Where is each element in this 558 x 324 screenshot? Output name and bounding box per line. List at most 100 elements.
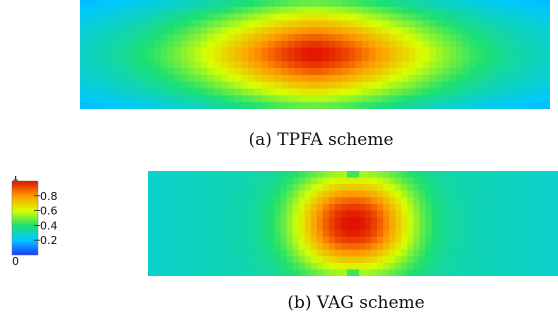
heatmap-cell [93, 6, 101, 15]
heatmap-cell [539, 256, 547, 264]
heatmap-cell [280, 190, 288, 198]
heatmap-cell [340, 230, 348, 238]
heatmap-cell [160, 256, 167, 264]
heatmap-cell [160, 184, 167, 192]
heatmap-cell [113, 88, 121, 96]
heatmap-cell [93, 54, 101, 62]
heatmap-cell [449, 249, 457, 257]
heatmap-cell [375, 74, 383, 83]
heatmap-cell [476, 68, 484, 76]
heatmap-cell [551, 269, 558, 276]
heatmap-cell [202, 269, 209, 276]
heatmap-cell [543, 13, 550, 22]
heatmap-cell [521, 171, 529, 179]
heatmap-cell [515, 177, 523, 185]
heatmap-cell [375, 34, 383, 42]
heatmap-cell [196, 210, 203, 218]
heatmap-cell [455, 184, 463, 192]
heatmap-cell [148, 171, 155, 179]
heatmap-cell [244, 236, 252, 244]
heatmap-cell [443, 184, 451, 192]
heatmap-cell [254, 54, 262, 62]
heatmap-cell [80, 6, 88, 15]
heatmap-cell [180, 95, 189, 103]
heatmap-cell [256, 203, 264, 211]
heatmap-cell [409, 95, 417, 103]
heatmap-cell [365, 269, 372, 276]
heatmap-cell [286, 216, 294, 225]
heatmap-cell [536, 20, 544, 28]
heatmap-cell [241, 47, 249, 56]
heatmap-cell [491, 216, 499, 225]
heatmap-cell [503, 256, 511, 264]
heatmap-cell [127, 20, 135, 28]
heatmap-cell [476, 6, 484, 15]
heatmap-cell [328, 184, 336, 192]
heatmap-cell [536, 95, 544, 103]
heatmap-cell [469, 27, 477, 35]
heatmap-cell [234, 40, 242, 49]
heatmap-cell [341, 20, 350, 28]
heatmap-cell [348, 13, 356, 22]
heatmap-cell [153, 102, 162, 109]
heatmap-cell [539, 216, 547, 225]
heatmap-cell [371, 249, 378, 257]
heatmap-cell [497, 216, 505, 225]
heatmap-cell [341, 68, 350, 76]
heatmap-cell [321, 81, 330, 90]
heatmap-cell [422, 74, 430, 83]
heatmap-cell [328, 230, 336, 238]
heatmap-cell [348, 95, 356, 103]
heatmap-cell [368, 61, 377, 69]
heatmap-cell [355, 34, 363, 42]
heatmap-cell [172, 249, 179, 257]
heatmap-cell [308, 54, 316, 62]
heatmap-cell [413, 243, 420, 251]
heatmap-cell [321, 88, 330, 96]
heatmap-cell [407, 171, 414, 179]
heatmap-cell [340, 171, 348, 179]
heatmap-cell [294, 0, 303, 8]
heatmap-cell [388, 27, 397, 35]
heatmap-cell [310, 184, 318, 192]
heatmap-cell [415, 88, 424, 96]
heatmap-cell [431, 230, 439, 238]
heatmap-cell [503, 223, 511, 231]
heatmap-cell [348, 74, 356, 83]
heatmap-cell [409, 40, 417, 49]
heatmap-cell [527, 190, 535, 198]
heatmap-cell [321, 0, 330, 8]
heatmap-cell [371, 197, 378, 205]
heatmap-cell [232, 243, 240, 251]
heatmap-cell [315, 61, 323, 69]
heatmap-cell [395, 81, 403, 90]
heatmap-cell [482, 40, 491, 49]
heatmap-cell [515, 184, 523, 192]
heatmap-cell [365, 216, 372, 225]
heatmap-cell [435, 40, 444, 49]
heatmap-cell [545, 269, 553, 276]
heatmap-cell [86, 0, 95, 8]
heatmap-cell [516, 20, 524, 28]
heatmap-cell [208, 230, 215, 238]
heatmap-cell [133, 74, 142, 83]
heatmap-cell [304, 203, 312, 211]
heatmap-cell [521, 210, 529, 218]
heatmap-cell [462, 95, 471, 103]
heatmap-cell [328, 95, 336, 103]
heatmap-cell [353, 177, 360, 185]
heatmap-cell [429, 0, 437, 8]
heatmap-cell [539, 249, 547, 257]
heatmap-cell [415, 6, 424, 15]
heatmap-cell [167, 34, 175, 42]
heatmap-cell [401, 184, 408, 192]
heatmap-cell [221, 47, 229, 56]
heatmap-cell [174, 6, 182, 15]
heatmap-cell [328, 27, 336, 35]
heatmap-cell [207, 13, 215, 22]
heatmap-cell [334, 269, 342, 276]
heatmap-cell [172, 197, 179, 205]
heatmap-cell [93, 81, 101, 90]
heatmap-cell [365, 210, 372, 218]
heatmap-cell [180, 20, 189, 28]
